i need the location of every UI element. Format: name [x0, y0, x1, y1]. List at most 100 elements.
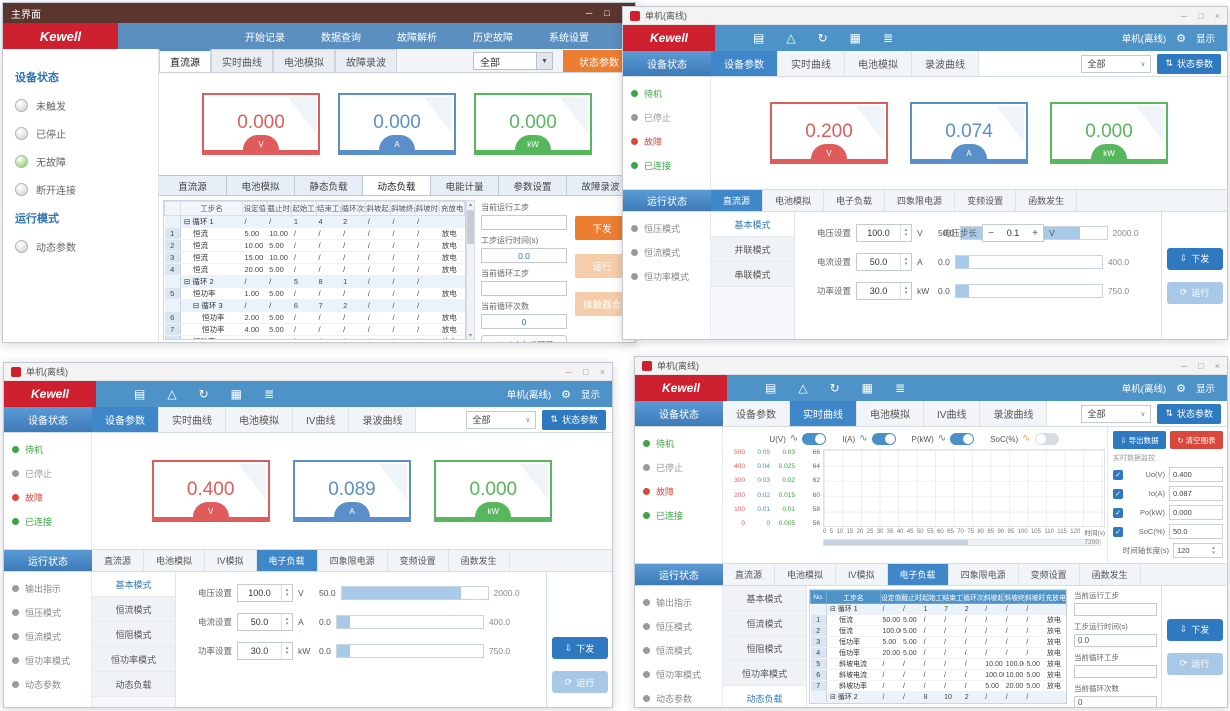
tab[interactable]: 电池模拟 [226, 407, 293, 432]
value-spinner[interactable]: 50.0 ▴ ▾ [237, 613, 293, 631]
step-group-row[interactable]: ⊟ 循环 3//6 7 2// / [164, 299, 465, 312]
send-button[interactable]: ⇩ 下发 [1166, 247, 1223, 270]
menu-item[interactable]: 历史故障 [473, 32, 513, 44]
tab[interactable]: 实时曲线 [159, 407, 226, 432]
window-icon[interactable]: ▦ [849, 31, 861, 45]
function-tab[interactable]: 电子负载 [824, 190, 886, 211]
display-gear-icon[interactable]: ⚙ [561, 388, 571, 401]
export-data-button[interactable]: ⇩ 导出数据 [1113, 431, 1166, 449]
function-tab[interactable]: 函数发生 [1080, 564, 1141, 585]
tab[interactable]: 设备参数 [92, 407, 159, 432]
function-tab[interactable]: 函数发生 [449, 550, 510, 571]
checkbox[interactable]: ✓ [1113, 469, 1123, 480]
time-span-spinner[interactable]: 120 ▴ ▾ [1173, 543, 1223, 558]
function-tab[interactable]: 函数发生 [1016, 190, 1078, 211]
function-tab[interactable]: 直流源 [159, 176, 227, 195]
mode-nav-item[interactable]: 恒阻模式 [92, 622, 175, 647]
mode-nav-item[interactable]: 基本模式 [711, 212, 794, 237]
readout-value[interactable] [1074, 665, 1157, 678]
spinner-arrows-icon[interactable]: ▴ ▾ [900, 254, 911, 270]
maximize-button[interactable]: □ [604, 8, 610, 18]
readout-value[interactable]: 0.000 [1169, 505, 1223, 520]
chart-time-scrollbar[interactable]: 7200 [823, 539, 1101, 546]
function-tab[interactable]: 变频设置 [1019, 564, 1080, 585]
scroll-up-icon[interactable]: ▴ [468, 202, 472, 208]
maximize-button[interactable]: □ [1198, 10, 1204, 21]
close-button[interactable]: × [1214, 10, 1220, 21]
menu-item[interactable]: 开始记录 [245, 32, 285, 44]
value-spinner[interactable]: 30.0 ▴ ▾ [237, 642, 293, 660]
channel-filter-select[interactable]: 全部 [473, 52, 537, 70]
readout-value[interactable]: 0 [481, 314, 567, 329]
run-button[interactable]: ⟳ 运行 [1166, 652, 1223, 675]
list-icon[interactable]: ≣ [894, 381, 906, 395]
tab[interactable]: 设备参数 [711, 51, 778, 76]
step-group-row[interactable]: ⊟ 循环 2//8 10 2// / [810, 691, 1066, 703]
function-tab[interactable]: 四象限电源 [318, 550, 388, 571]
readout-value[interactable] [481, 215, 567, 230]
value-spinner[interactable]: 30.0 ▴ ▾ [856, 282, 912, 300]
maximize-button[interactable]: □ [1198, 360, 1204, 371]
series-toggle-switch[interactable] [871, 433, 896, 445]
channel-filter-select[interactable]: 全部 ∨ [1081, 54, 1152, 73]
function-tab[interactable]: 电池模拟 [763, 190, 825, 211]
title-bar[interactable]: 单机(离线) ─ □ × [635, 357, 1227, 375]
minimize-button[interactable]: ─ [585, 8, 593, 18]
mode-nav-item[interactable]: 并联模式 [711, 237, 794, 262]
minimize-button[interactable]: ─ [1180, 360, 1188, 371]
close-button[interactable]: × [1214, 360, 1220, 371]
function-tab[interactable]: 静态负载 [295, 176, 363, 195]
table-scrollbar[interactable]: ▴ ▾ [466, 200, 475, 340]
step-row[interactable]: 8恒功率5.005.00//////放电 [164, 335, 465, 339]
step-row[interactable]: 1 恒流 5.00 10.00// / / / / 放电 [164, 227, 465, 240]
document-icon[interactable]: ▤ [134, 387, 146, 401]
spinner-arrows-icon[interactable]: ▴ ▾ [281, 614, 292, 630]
mode-nav-item[interactable]: 基本模式 [92, 572, 175, 597]
step-minus-button[interactable]: − [983, 228, 999, 239]
series-toggle-switch[interactable] [802, 433, 827, 445]
step-row[interactable]: 4 恒功率 20.00 5.00// / / / / 放电 [810, 647, 1066, 659]
function-tab[interactable]: 电能计量 [431, 176, 499, 195]
function-tab[interactable]: 变频设置 [388, 550, 449, 571]
window-icon[interactable]: ▦ [230, 387, 242, 401]
mode-nav-item[interactable]: 动态负载 [723, 686, 806, 707]
config-button[interactable]: ⚙ 动态负载配置 [481, 335, 567, 342]
param-slider[interactable] [335, 644, 484, 658]
function-tab[interactable]: 四象限电源 [949, 564, 1019, 585]
readout-value[interactable]: 0.087 [1169, 486, 1223, 501]
send-button[interactable]: ⇩ 下发 [1166, 618, 1223, 641]
series-toggle-switch[interactable] [950, 433, 975, 445]
mode-nav-item[interactable]: 动态负载 [92, 672, 175, 697]
step-row[interactable]: 6 恒功率 2.00 5.00// / / / / 放电 [164, 311, 465, 324]
param-slider[interactable] [954, 284, 1103, 298]
step-row[interactable]: 5 恒功率 1.00 5.00// / / / / 放电 [164, 287, 465, 300]
step-row[interactable]: 4 恒流 20.00 5.00// / / / / 放电 [164, 263, 465, 276]
tab[interactable]: 录波曲线 [349, 407, 417, 432]
menu-item[interactable]: 系统设置 [549, 32, 589, 44]
filter-caret-button[interactable]: ▼ [537, 52, 553, 70]
step-plus-button[interactable]: + [1027, 228, 1043, 239]
send-button[interactable]: ⇩ 下发 [551, 637, 608, 659]
minimize-button[interactable]: ─ [565, 366, 573, 377]
step-row[interactable]: 7 恒功率 4.00 5.00// / / / / 放电 [164, 323, 465, 336]
refresh-icon[interactable]: ↻ [829, 381, 840, 395]
step-row[interactable]: 2 恒流 10.00 5.00// / / / / 放电 [164, 239, 465, 252]
title-bar[interactable]: 单机(离线) ─ □ × [623, 7, 1227, 25]
display-gear-icon[interactable]: ⚙ [1176, 32, 1186, 45]
checkbox[interactable]: ✓ [1113, 488, 1123, 499]
display-gear-icon[interactable]: ⚙ [1176, 382, 1186, 395]
mode-nav-item[interactable]: 恒功率模式 [723, 661, 806, 686]
tab[interactable]: 直流源 [159, 49, 211, 72]
mode-nav-item[interactable]: 串联模式 [711, 262, 794, 287]
refresh-icon[interactable]: ↻ [198, 387, 209, 401]
function-tab[interactable]: 电池模拟 [227, 176, 295, 195]
step-group-row[interactable]: ⊟ 循环 1//1 4 2// / [164, 215, 465, 228]
checkbox[interactable]: ✓ [1113, 526, 1123, 537]
mode-nav-item[interactable]: 恒功率模式 [92, 647, 175, 672]
tab[interactable]: 实时曲线 [790, 401, 857, 426]
tab[interactable]: IV曲线 [293, 407, 350, 432]
title-bar[interactable]: 单机(离线) ─ □ × [4, 363, 612, 381]
